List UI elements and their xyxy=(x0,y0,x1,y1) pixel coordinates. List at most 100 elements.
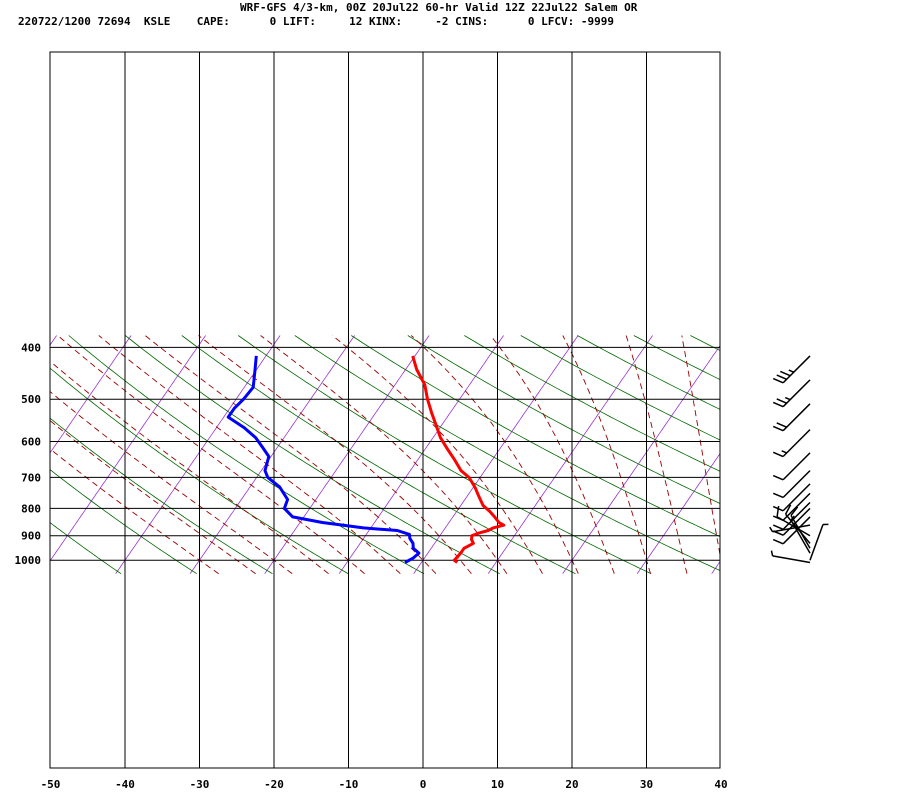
y-tick-label: 700 xyxy=(21,471,41,484)
wind-barb-half-flag xyxy=(770,550,774,557)
moist-adiabat-line xyxy=(625,335,688,574)
isotherm-line xyxy=(50,335,132,454)
wind-barb-staff xyxy=(790,519,811,554)
moist-adiabat-line xyxy=(332,335,543,574)
wind-barb-flag xyxy=(772,401,784,408)
isotherm-line xyxy=(264,335,430,574)
wind-barbs xyxy=(769,355,829,564)
x-tick-label: 30 xyxy=(640,778,653,791)
wind-barb-flag xyxy=(772,492,784,499)
moist-adiabat-line xyxy=(50,448,219,575)
wind-barb xyxy=(769,524,811,533)
dry-adiabat-line xyxy=(181,335,576,575)
moist-adiabat-line xyxy=(562,335,651,574)
dry-adiabat-line xyxy=(633,335,720,381)
moist-adiabat-line xyxy=(198,335,472,574)
wind-barb-half-flag xyxy=(781,450,787,454)
wind-barb-staff xyxy=(782,501,811,530)
stability-indices-line: 220722/1200 72694 KSLE CAPE: 0 LIFT: 12 … xyxy=(18,15,615,28)
wind-barb xyxy=(772,429,811,458)
wind-barb-flag xyxy=(772,538,784,545)
dry-adiabat-line xyxy=(860,336,900,574)
dry-adiabat-line xyxy=(351,335,720,537)
isotherm-line xyxy=(861,336,900,574)
wind-barb xyxy=(772,501,811,531)
wind-barb-flag xyxy=(780,370,791,377)
sounding-profiles xyxy=(226,355,506,564)
wind-barb-half-flag xyxy=(790,515,795,521)
wind-barb-flag xyxy=(772,451,784,458)
y-tick-label: 500 xyxy=(21,393,41,406)
wind-barb xyxy=(784,504,811,544)
wind-barb-half-flag xyxy=(788,369,795,373)
moist-adiabat-line xyxy=(50,360,329,575)
y-tick-label: 800 xyxy=(21,502,41,515)
moist-adiabat-line xyxy=(681,335,720,558)
wind-barb-staff xyxy=(790,515,811,549)
moist-adiabat-line xyxy=(98,335,401,575)
dry-adiabat-line xyxy=(125,335,500,575)
wind-barb-staff xyxy=(782,429,811,458)
moist-adiabat-line xyxy=(490,335,615,574)
wind-barb xyxy=(790,515,811,554)
x-tick-label: 0 xyxy=(420,778,427,791)
chart-header: WRF-GFS 4/3-km, 00Z 20Jul22 60-hr Valid … xyxy=(0,0,900,32)
x-tick-label: 20 xyxy=(565,778,578,791)
x-tick-label: -50 xyxy=(41,778,61,791)
wind-barb xyxy=(772,379,811,408)
dry-adiabat-line xyxy=(520,335,720,441)
wind-barb-staff xyxy=(782,470,811,499)
dry-adiabat-line xyxy=(747,336,900,574)
wind-barb xyxy=(772,355,811,384)
axis-tick-labels: -50 -40 -30 -20 -10 0 10 20 30 40 400 500 600 700 800 9… xyxy=(15,341,728,791)
wind-barb xyxy=(772,403,811,432)
isotherm-line xyxy=(487,335,653,574)
moist-adiabat-line xyxy=(410,335,579,574)
moist-adiabat-line xyxy=(144,335,437,575)
isotherm-line xyxy=(636,452,720,574)
wind-barb xyxy=(770,550,811,564)
y-tick-label: 400 xyxy=(21,341,41,354)
wind-barb-staff xyxy=(772,555,811,564)
wind-barb-half-flag xyxy=(784,396,791,401)
wind-barb-flag xyxy=(772,425,784,432)
x-tick-label: -10 xyxy=(339,778,359,791)
isotherm-line xyxy=(413,335,579,574)
chart-title: WRF-GFS 4/3-km, 00Z 20Jul22 60-hr Valid … xyxy=(240,1,638,14)
isotherm-line xyxy=(189,335,355,574)
dry-adiabat-line xyxy=(68,335,425,575)
moist-adiabat-line xyxy=(50,419,256,575)
wind-barb-staff xyxy=(782,452,811,481)
wind-barb-staff xyxy=(782,379,811,408)
wind-barb-staff xyxy=(772,524,811,533)
wind-barb-staff xyxy=(782,483,811,512)
wind-barb-flag xyxy=(776,422,787,428)
wind-barb-flag xyxy=(784,504,792,515)
wind-barb xyxy=(772,452,811,481)
dry-adiabat-line xyxy=(464,335,720,472)
wind-barb-staff xyxy=(784,513,811,544)
grid xyxy=(49,51,721,769)
dry-adiabat-line xyxy=(407,335,720,504)
wind-barb-staff xyxy=(782,355,811,384)
x-tick-label: 40 xyxy=(714,778,727,791)
wind-barb-staff xyxy=(782,507,811,536)
dry-adiabat-line xyxy=(50,417,273,575)
wind-barb-half-flag xyxy=(769,526,774,533)
wind-barb-flag xyxy=(776,505,780,517)
x-tick-label: -30 xyxy=(190,778,210,791)
wind-barb-flag xyxy=(776,374,787,380)
wind-barb xyxy=(809,523,829,561)
isotherm-line xyxy=(562,345,720,574)
dry-adiabat-line xyxy=(294,335,720,571)
y-tick-label: 900 xyxy=(21,530,41,543)
dry-adiabat-line xyxy=(577,335,720,410)
dry-adiabat-line xyxy=(50,469,197,575)
wind-barb-flag xyxy=(772,377,784,384)
wind-barb-flag xyxy=(772,524,784,531)
dry-adiabat-line xyxy=(238,335,652,575)
wind-barb xyxy=(776,505,811,537)
moist-adiabat-line xyxy=(57,335,365,575)
wind-barb-flag xyxy=(790,506,799,516)
